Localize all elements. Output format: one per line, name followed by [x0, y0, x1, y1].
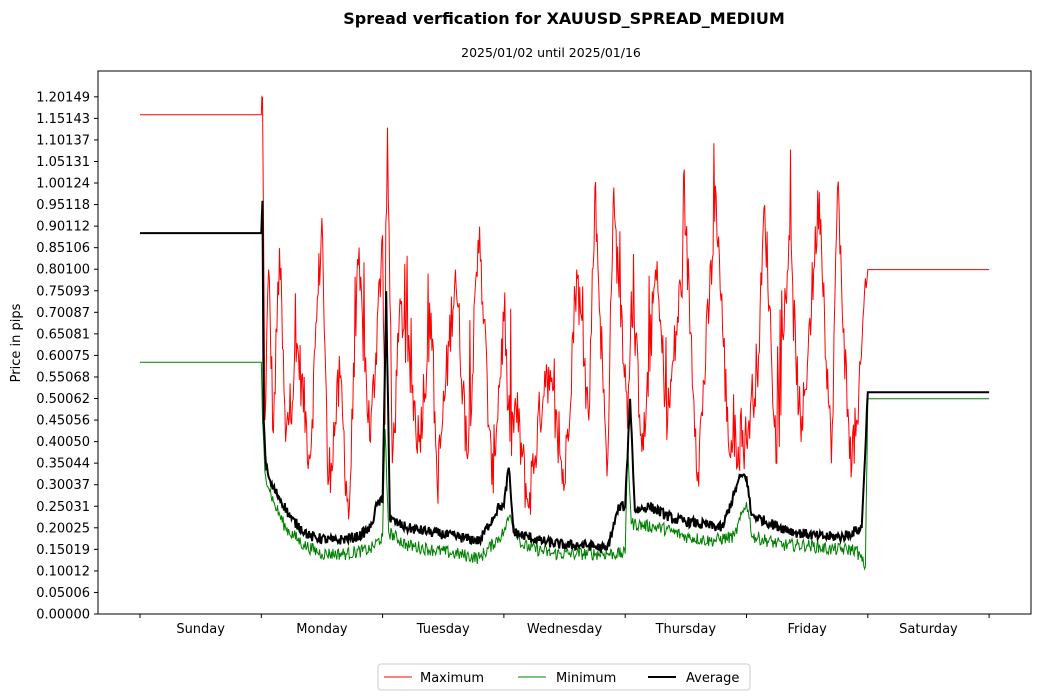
chart-subtitle: 2025/01/02 until 2025/01/16 — [461, 45, 641, 60]
y-tick-label: 0.15019 — [36, 543, 90, 558]
x-tick-label-wednesday: Wednesday — [527, 622, 603, 637]
y-tick-label: 0.65081 — [36, 327, 90, 342]
y-tick-label: 1.10137 — [36, 133, 90, 148]
x-tick-label-sunday: Sunday — [176, 622, 225, 637]
y-tick-label: 0.35044 — [36, 457, 90, 472]
plot-frame — [97, 70, 1032, 615]
series-line-maximum — [140, 95, 990, 520]
y-tick-label: 1.05131 — [36, 155, 90, 170]
chart-title: Spread verfication for XAUUSD_SPREAD_MED… — [343, 9, 785, 28]
y-tick-label: 0.80100 — [36, 263, 90, 278]
y-axis-ticks: 0.00000 0.05006 0.10012 0.15019 0.20025 0.250… — [36, 90, 98, 623]
y-axis-label: Price in pips — [9, 303, 24, 382]
x-tick-label-friday: Friday — [787, 622, 827, 637]
y-tick-label: 1.20149 — [36, 90, 90, 105]
y-tick-label: 0.55068 — [36, 370, 90, 385]
legend: Maximum Minimum Average — [377, 663, 751, 691]
x-tick-label-monday: Monday — [296, 622, 348, 637]
x-tick-label-saturday: Saturday — [899, 622, 958, 637]
y-tick-label: 0.95118 — [36, 198, 90, 213]
y-tick-label: 0.40050 — [36, 435, 90, 450]
legend-label-minimum: Minimum — [556, 671, 616, 686]
x-axis-ticks: Sunday Monday Tuesday Wednesday Thursday Frid… — [139, 614, 990, 637]
y-tick-label: 0.75093 — [36, 284, 90, 299]
y-tick-label: 0.10012 — [36, 564, 90, 579]
y-tick-label: 1.00124 — [36, 177, 90, 192]
y-tick-label: 0.05006 — [36, 586, 90, 601]
y-tick-label: 0.85106 — [36, 241, 90, 256]
x-tick-label-tuesday: Tuesday — [416, 622, 470, 637]
y-tick-label: 0.20025 — [36, 521, 90, 536]
y-tick-label: 0.00000 — [36, 608, 90, 623]
series-line-minimum — [140, 361, 990, 571]
y-tick-label: 0.45056 — [36, 414, 90, 429]
series-layer — [140, 95, 990, 571]
y-tick-label: 0.30037 — [36, 478, 90, 493]
y-tick-label: 0.70087 — [36, 306, 90, 321]
series-line-average — [140, 200, 990, 553]
legend-box — [377, 663, 751, 691]
y-tick-label: 1.15143 — [36, 112, 90, 127]
legend-label-average: Average — [686, 671, 739, 686]
x-tick-label-thursday: Thursday — [655, 622, 717, 637]
y-tick-label: 0.90112 — [36, 220, 90, 235]
y-tick-label: 0.50062 — [36, 392, 90, 407]
y-tick-label: 0.25031 — [36, 500, 90, 515]
legend-label-maximum: Maximum — [420, 671, 484, 686]
y-tick-label: 0.60075 — [36, 349, 90, 364]
